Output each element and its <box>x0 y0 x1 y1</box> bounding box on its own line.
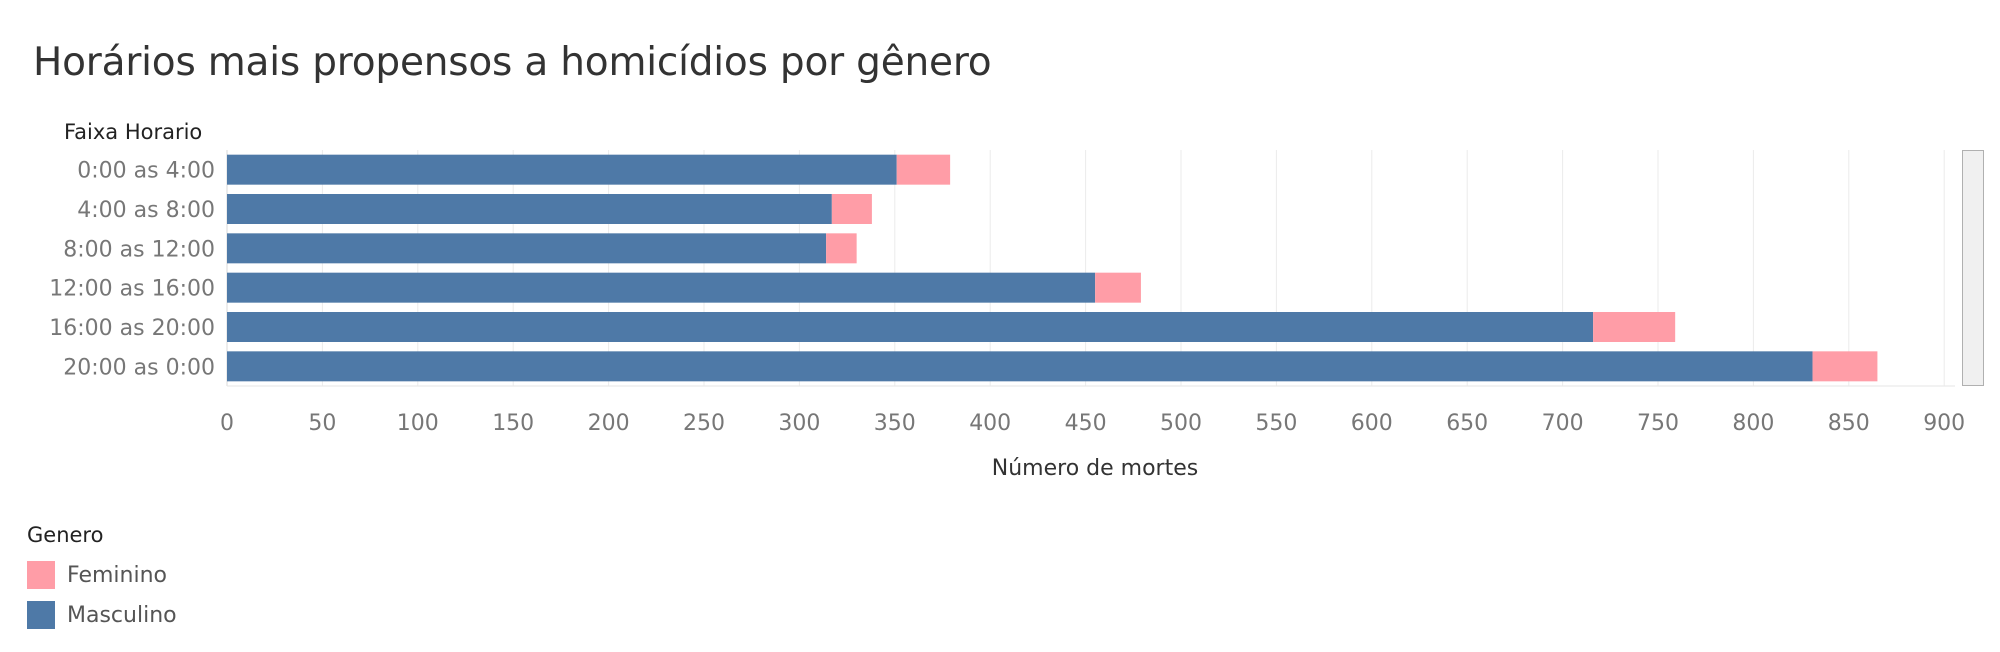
x-tick-label: 850 <box>1828 411 1870 436</box>
x-tick-label: 400 <box>969 411 1011 436</box>
bar-feminino <box>1095 272 1141 303</box>
category-label: 12:00 as 16:00 <box>49 277 215 302</box>
x-tick-label: 50 <box>308 411 336 436</box>
bar-feminino <box>826 233 857 264</box>
legend-title: Genero <box>27 523 104 547</box>
x-axis-ticks: 0 50 100 150 200 250 300 350 400 450 500 550 600 650 7… <box>220 411 1965 436</box>
gridlines <box>226 150 1955 387</box>
legend-label: Masculino <box>67 602 177 628</box>
x-tick-label: 650 <box>1446 411 1488 436</box>
x-tick-label: 900 <box>1923 411 1965 436</box>
x-tick-label: 350 <box>874 411 916 436</box>
x-tick-label: 800 <box>1732 411 1774 436</box>
bar-feminino <box>1812 351 1878 382</box>
x-tick-label: 250 <box>683 411 725 436</box>
chart-title: Horários mais propensos a homicídios por… <box>33 40 992 85</box>
legend-swatch-feminino <box>27 561 55 589</box>
x-tick-label: 100 <box>397 411 439 436</box>
bar-masculino <box>227 272 1096 303</box>
x-tick-label: 600 <box>1351 411 1393 436</box>
legend-item-feminino[interactable]: Feminino <box>27 555 177 595</box>
x-tick-label: 200 <box>588 411 630 436</box>
bar-masculino <box>227 154 897 185</box>
bar-feminino <box>1593 312 1676 342</box>
category-labels: 0:00 as 4:00 4:00 as 8:00 8:00 as 12:00 12:… <box>49 159 215 381</box>
legend: Genero Feminino Masculino <box>27 523 177 635</box>
bar-masculino <box>227 194 832 224</box>
x-tick-label: 450 <box>1065 411 1107 436</box>
category-label: 4:00 as 8:00 <box>77 198 215 223</box>
bar-masculino <box>227 312 1594 342</box>
legend-item-masculino[interactable]: Masculino <box>27 595 177 635</box>
legend-label: Feminino <box>67 562 167 588</box>
row-header: Faixa Horario <box>64 120 203 144</box>
x-tick-label: 300 <box>778 411 820 436</box>
bar-feminino <box>896 154 951 185</box>
x-tick-label: 0 <box>220 411 234 436</box>
bar-masculino <box>227 233 827 264</box>
bars <box>227 154 1878 382</box>
vertical-scrollbar[interactable] <box>1962 150 1984 386</box>
category-label: 16:00 as 20:00 <box>49 316 215 341</box>
x-tick-label: 750 <box>1637 411 1679 436</box>
category-label: 8:00 as 12:00 <box>63 237 215 262</box>
bar-feminino <box>831 194 872 224</box>
x-tick-label: 150 <box>492 411 534 436</box>
category-label: 0:00 as 4:00 <box>77 159 215 184</box>
x-tick-label: 500 <box>1160 411 1202 436</box>
category-label: 20:00 as 0:00 <box>63 355 215 380</box>
x-tick-label: 700 <box>1542 411 1584 436</box>
x-tick-label: 550 <box>1255 411 1297 436</box>
legend-swatch-masculino <box>27 601 55 629</box>
bar-masculino <box>227 351 1813 382</box>
x-axis-label: Número de mortes <box>992 456 1198 481</box>
